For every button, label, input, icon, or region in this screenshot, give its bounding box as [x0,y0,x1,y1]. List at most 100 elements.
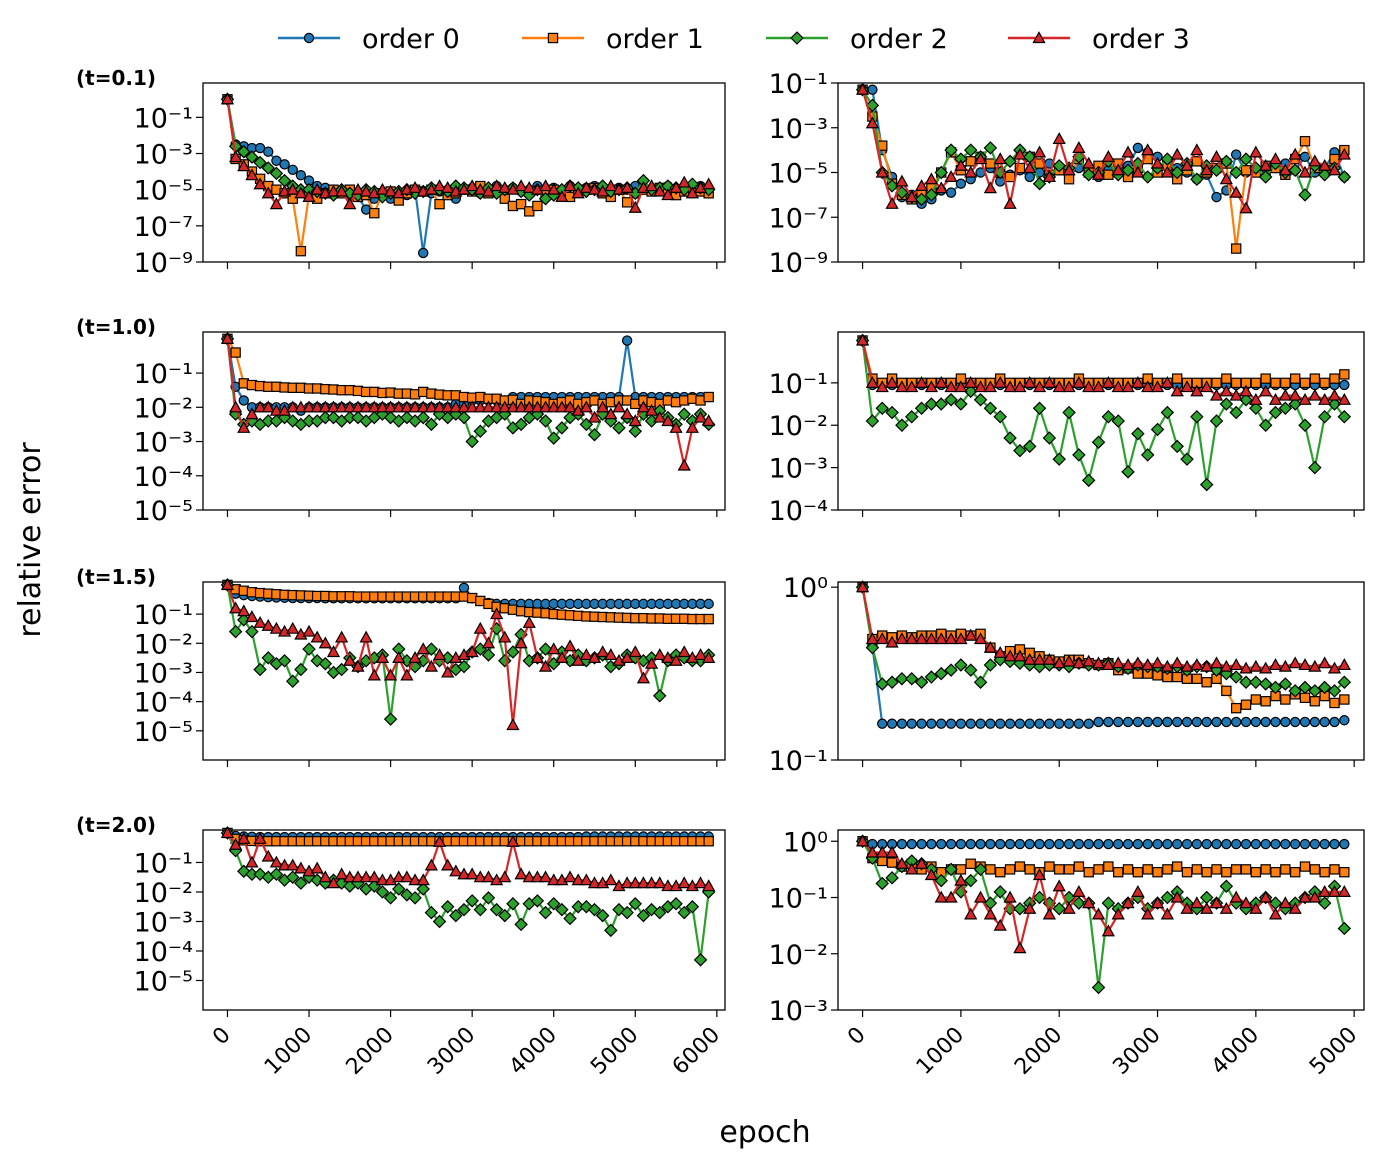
data-point [1329,838,1340,850]
data-point [1260,864,1271,875]
data-point [1171,671,1183,683]
series [220,332,716,471]
data-point [285,870,300,884]
data-point [416,873,430,886]
data-point [424,400,438,413]
data-point [885,196,899,209]
data-point [465,645,479,658]
data-point [1268,392,1283,405]
data-point [963,873,978,888]
data-point [993,152,1007,165]
data-point [1230,243,1242,254]
data-point [1063,838,1075,850]
data-point [587,182,602,195]
data-point [653,689,667,703]
data-point [538,400,553,413]
data-point [653,876,667,889]
data-point [1132,142,1144,154]
data-point [1327,684,1342,698]
data-point [1014,718,1026,729]
series-line [861,840,1345,949]
series-line [861,340,1345,385]
data-point [383,400,398,413]
y-tick-label: 10⁻⁷ [134,212,193,243]
data-point [481,870,496,883]
data-point [916,718,927,729]
data-point [875,165,889,178]
data-point [1308,388,1322,401]
series [220,826,716,892]
data-point [693,410,708,423]
data-point [1280,838,1291,850]
data-point [944,632,958,645]
data-point [636,908,651,923]
data-point [1329,697,1340,709]
legend-item: order 0 [278,24,460,55]
data-point [1191,716,1203,728]
data-point [310,400,324,413]
data-point [302,400,316,413]
data-point [985,838,996,850]
data-point [1250,838,1262,850]
data-point [1221,373,1232,384]
data-point [1042,170,1057,183]
data-point [895,856,909,869]
data-point [1032,652,1047,665]
data-point [1131,376,1145,388]
subplot: 10⁻¹ 10⁻³ 10⁻⁵ 10⁻⁷ 10⁻⁹ (t=0.1) [76,66,726,279]
data-point [302,624,316,637]
data-point [1268,152,1283,165]
data-point [375,182,390,195]
data-point [514,867,528,880]
data-point [661,651,675,663]
data-point [1288,397,1302,411]
data-point [993,918,1007,931]
axes-frame [837,829,1365,1011]
data-point [1111,380,1125,393]
data-point [1160,376,1174,388]
data-point [530,400,545,413]
data-point [310,182,324,195]
data-point [416,400,430,413]
data-point [1190,658,1204,671]
data-point [1209,656,1224,669]
data-point [1162,716,1173,728]
data-point [1083,718,1094,729]
data-point [514,179,528,192]
data-point [1240,838,1252,850]
data-point [1111,907,1125,920]
data-point [653,184,667,197]
data-point [1240,699,1252,710]
series [857,836,1350,878]
data-point [440,899,455,914]
panel-label: (t=1.5) [76,565,156,589]
data-point [1142,716,1153,728]
data-point [1318,656,1332,669]
data-point [1337,392,1351,405]
subplot: 10⁰ 10⁻¹ [769,573,1365,777]
data-point [1141,143,1155,156]
data-point [1229,185,1243,198]
y-tick-label: 10⁻² [769,411,828,442]
data-point [1072,376,1086,388]
data-point [458,582,470,594]
data-point [1142,838,1153,850]
data-point [934,632,948,645]
axes-frame [202,331,726,511]
panel-label: (t=2.0) [76,813,156,837]
data-point [895,174,909,187]
data-point [1181,838,1193,850]
data-point [432,400,447,413]
data-point [995,718,1006,729]
data-point [1013,649,1027,662]
y-tick-label: 10⁻³ [134,140,193,171]
data-point [1180,452,1194,466]
data-point [563,870,577,883]
data-point [1337,658,1351,671]
data-point [1032,868,1047,881]
x-tick-label: 3000 [1108,1023,1165,1080]
data-point [1171,861,1183,872]
data-point [587,876,602,889]
data-point [1299,716,1311,728]
data-point [229,400,243,413]
